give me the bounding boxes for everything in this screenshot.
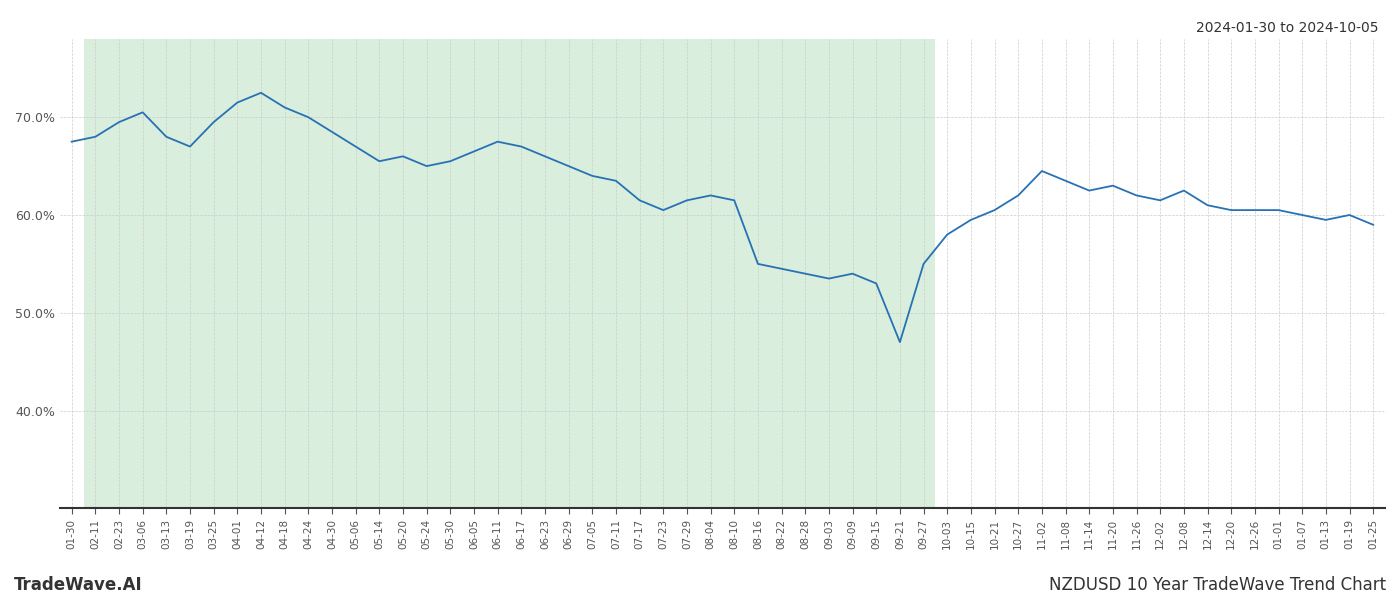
Bar [84, 39, 935, 508]
Text: TradeWave.AI: TradeWave.AI [14, 576, 143, 594]
Text: NZDUSD 10 Year TradeWave Trend Chart: NZDUSD 10 Year TradeWave Trend Chart [1049, 576, 1386, 594]
Text: 2024-01-30 to 2024-10-05: 2024-01-30 to 2024-10-05 [1197, 21, 1379, 35]
